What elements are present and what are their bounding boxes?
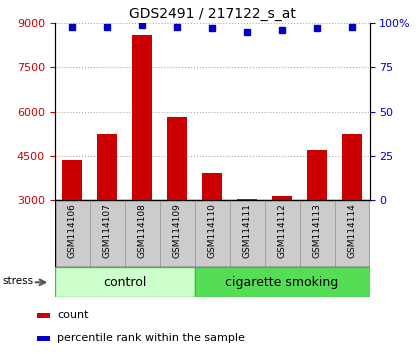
Text: GSM114108: GSM114108	[138, 203, 147, 258]
Bar	[194, 267, 370, 297]
Bar	[37, 313, 50, 318]
Text: GSM114111: GSM114111	[243, 203, 252, 258]
Title: GDS2491 / 217122_s_at: GDS2491 / 217122_s_at	[129, 7, 296, 21]
Bar	[97, 133, 117, 200]
Bar	[125, 200, 160, 267]
Text: GSM114114: GSM114114	[348, 203, 357, 258]
Text: control: control	[103, 276, 146, 289]
Bar	[168, 118, 187, 200]
Text: count: count	[57, 310, 89, 320]
Bar	[230, 200, 265, 267]
Bar	[160, 200, 194, 267]
Text: stress: stress	[3, 276, 34, 286]
Bar	[55, 267, 194, 297]
Bar	[299, 200, 335, 267]
Text: GSM114107: GSM114107	[102, 203, 112, 258]
Text: percentile rank within the sample: percentile rank within the sample	[57, 333, 245, 343]
Bar	[335, 200, 370, 267]
Bar	[273, 195, 292, 200]
Text: GSM114113: GSM114113	[312, 203, 322, 258]
Bar	[265, 200, 299, 267]
Text: GSM114112: GSM114112	[278, 203, 286, 258]
Bar	[55, 200, 89, 267]
Text: GSM114106: GSM114106	[68, 203, 76, 258]
Bar	[307, 150, 327, 200]
Text: GSM114109: GSM114109	[173, 203, 181, 258]
Bar	[37, 336, 50, 341]
Bar	[63, 160, 82, 200]
Text: GSM114110: GSM114110	[207, 203, 217, 258]
Bar	[132, 35, 152, 200]
Text: cigarette smoking: cigarette smoking	[226, 276, 339, 289]
Bar	[194, 200, 230, 267]
Bar	[342, 133, 362, 200]
Bar	[202, 173, 222, 200]
Bar	[89, 200, 125, 267]
Bar	[237, 199, 257, 200]
